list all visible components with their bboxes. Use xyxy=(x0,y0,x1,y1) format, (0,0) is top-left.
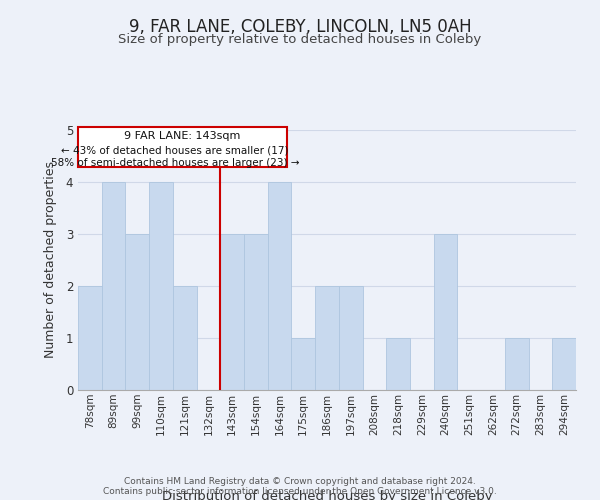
Bar xyxy=(125,234,149,390)
Bar xyxy=(434,234,457,390)
X-axis label: Distribution of detached houses by size in Coleby: Distribution of detached houses by size … xyxy=(161,490,493,500)
Bar xyxy=(505,338,529,390)
Text: 58% of semi-detached houses are larger (23) →: 58% of semi-detached houses are larger (… xyxy=(51,158,299,168)
Text: Contains public sector information licensed under the Open Government Licence v3: Contains public sector information licen… xyxy=(103,488,497,496)
Bar xyxy=(292,338,315,390)
Bar xyxy=(268,182,292,390)
Text: Size of property relative to detached houses in Coleby: Size of property relative to detached ho… xyxy=(118,32,482,46)
Bar xyxy=(552,338,576,390)
Bar xyxy=(315,286,339,390)
Text: 9, FAR LANE, COLEBY, LINCOLN, LN5 0AH: 9, FAR LANE, COLEBY, LINCOLN, LN5 0AH xyxy=(128,18,472,36)
FancyBboxPatch shape xyxy=(78,128,287,168)
Bar xyxy=(244,234,268,390)
Bar xyxy=(173,286,197,390)
Text: ← 43% of detached houses are smaller (17): ← 43% of detached houses are smaller (17… xyxy=(61,145,289,155)
Bar xyxy=(78,286,102,390)
Y-axis label: Number of detached properties: Number of detached properties xyxy=(44,162,58,358)
Bar xyxy=(386,338,410,390)
Bar xyxy=(149,182,173,390)
Text: 9 FAR LANE: 143sqm: 9 FAR LANE: 143sqm xyxy=(124,131,241,141)
Bar xyxy=(220,234,244,390)
Bar xyxy=(102,182,125,390)
Bar xyxy=(339,286,362,390)
Text: Contains HM Land Registry data © Crown copyright and database right 2024.: Contains HM Land Registry data © Crown c… xyxy=(124,476,476,486)
